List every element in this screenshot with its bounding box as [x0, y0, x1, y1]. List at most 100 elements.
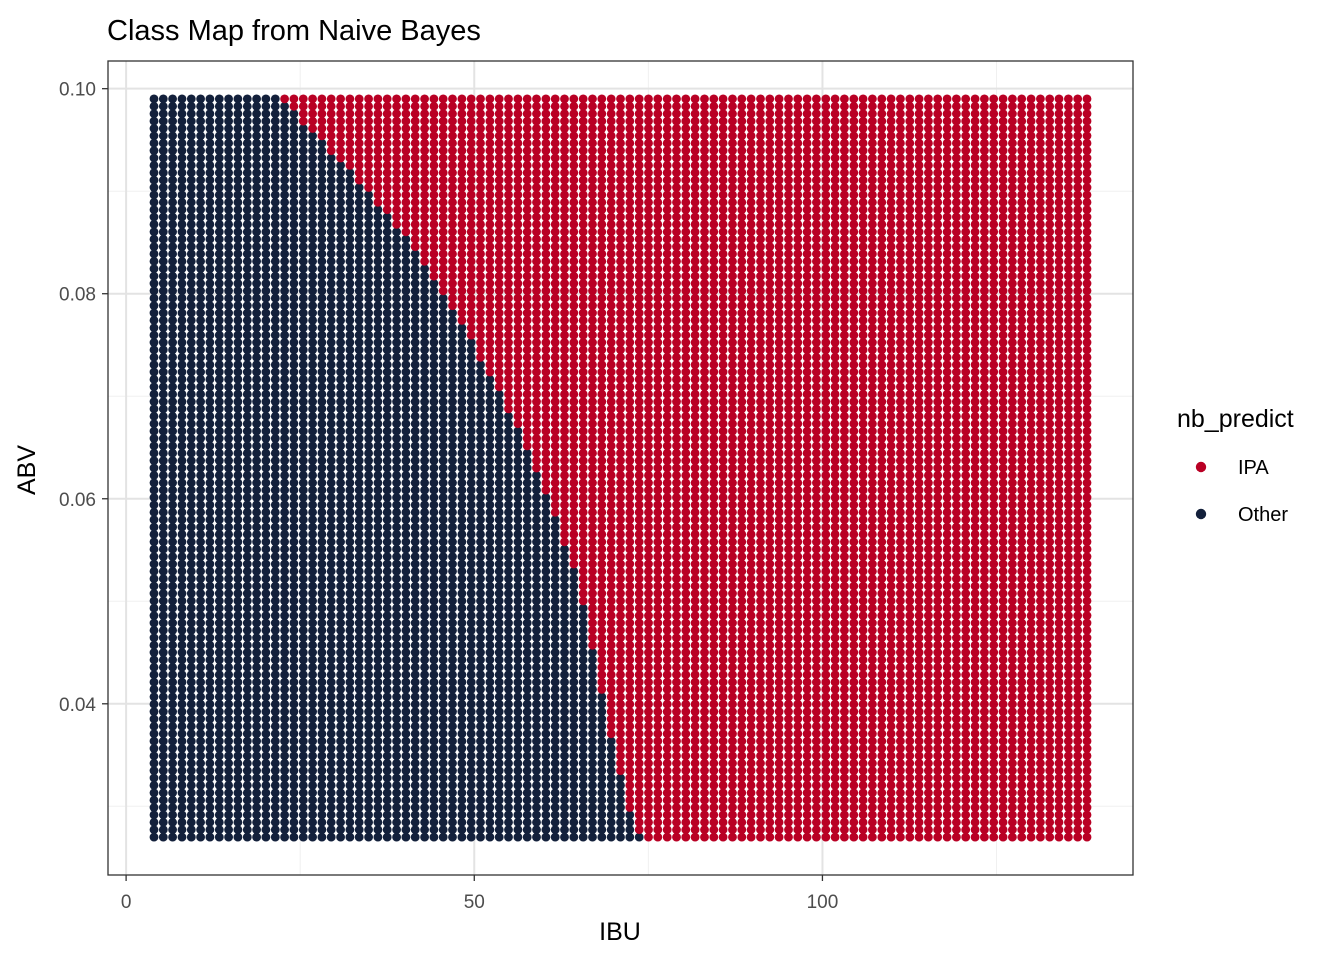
- point-other: [457, 832, 467, 842]
- point-other: [476, 795, 485, 805]
- point-ipa: [905, 795, 915, 805]
- point-ipa: [728, 817, 737, 827]
- point-ipa: [728, 825, 737, 835]
- point-ipa: [877, 803, 887, 812]
- point-other: [168, 795, 178, 805]
- point-other: [196, 803, 206, 812]
- point-ipa: [886, 825, 896, 835]
- point-other: [373, 803, 383, 812]
- point-other: [438, 832, 448, 842]
- point-ipa: [933, 817, 943, 827]
- point-other: [494, 825, 504, 835]
- point-other: [354, 832, 364, 842]
- point-other: [270, 810, 280, 820]
- point-ipa: [812, 817, 821, 827]
- point-ipa: [653, 795, 663, 805]
- point-ipa: [774, 832, 784, 842]
- point-ipa: [877, 817, 887, 827]
- point-ipa: [709, 825, 719, 835]
- point-ipa: [924, 825, 933, 835]
- point-other: [308, 817, 317, 827]
- point-ipa: [1045, 795, 1055, 805]
- point-ipa: [830, 832, 840, 842]
- point-ipa: [830, 810, 840, 820]
- point-ipa: [774, 803, 784, 812]
- point-ipa: [1045, 810, 1055, 820]
- point-ipa: [821, 832, 831, 842]
- point-other: [401, 803, 411, 812]
- point-other: [205, 810, 215, 820]
- point-other: [270, 795, 280, 805]
- point-other: [270, 832, 280, 842]
- point-other: [373, 825, 383, 835]
- point-ipa: [840, 795, 849, 805]
- point-ipa: [653, 810, 663, 820]
- point-ipa: [746, 832, 756, 842]
- point-ipa: [961, 832, 971, 842]
- point-ipa: [1008, 810, 1017, 820]
- point-other: [280, 810, 289, 820]
- point-other: [606, 795, 616, 805]
- point-other: [354, 795, 364, 805]
- point-ipa: [737, 832, 747, 842]
- point-ipa: [1073, 795, 1083, 805]
- point-other: [494, 832, 504, 842]
- point-ipa: [905, 825, 915, 835]
- point-ipa: [765, 810, 775, 820]
- point-other: [224, 817, 234, 827]
- point-other: [158, 832, 168, 842]
- point-other: [448, 825, 457, 835]
- point-other: [420, 817, 429, 827]
- point-ipa: [942, 832, 952, 842]
- point-ipa: [1017, 817, 1027, 827]
- point-other: [317, 810, 327, 820]
- point-other: [448, 803, 457, 812]
- point-other: [466, 832, 476, 842]
- point-other: [466, 795, 476, 805]
- point-ipa: [746, 803, 756, 812]
- point-other: [382, 832, 392, 842]
- point-other: [308, 810, 317, 820]
- point-other: [560, 825, 569, 835]
- point-ipa: [1036, 817, 1045, 827]
- point-other: [429, 817, 439, 827]
- point-ipa: [998, 817, 1008, 827]
- point-other: [149, 810, 159, 820]
- point-ipa: [756, 817, 765, 827]
- point-other: [168, 810, 178, 820]
- point-other: [261, 832, 271, 842]
- point-other: [345, 803, 355, 812]
- point-other: [625, 825, 635, 835]
- point-ipa: [802, 817, 812, 827]
- point-ipa: [812, 825, 821, 835]
- point-other: [522, 795, 532, 805]
- point-ipa: [1054, 832, 1064, 842]
- point-other: [420, 832, 429, 842]
- point-other: [205, 803, 215, 812]
- point-ipa: [849, 803, 859, 812]
- point-other: [569, 810, 579, 820]
- point-ipa: [868, 803, 877, 812]
- point-ipa: [728, 795, 737, 805]
- point-other: [457, 803, 467, 812]
- point-ipa: [905, 817, 915, 827]
- point-ipa: [1036, 832, 1045, 842]
- point-other: [588, 817, 597, 827]
- point-ipa: [1045, 803, 1055, 812]
- point-ipa: [849, 832, 859, 842]
- point-other: [550, 817, 560, 827]
- point-ipa: [980, 795, 989, 805]
- point-ipa: [970, 825, 980, 835]
- point-ipa: [914, 803, 924, 812]
- point-other: [522, 817, 532, 827]
- point-ipa: [644, 803, 653, 812]
- point-other: [578, 795, 588, 805]
- point-ipa: [690, 795, 700, 805]
- point-other: [252, 810, 261, 820]
- point-other: [214, 795, 224, 805]
- point-other: [466, 817, 476, 827]
- point-other: [597, 810, 607, 820]
- point-other: [326, 825, 336, 835]
- point-other: [242, 803, 252, 812]
- point-ipa: [1082, 810, 1092, 820]
